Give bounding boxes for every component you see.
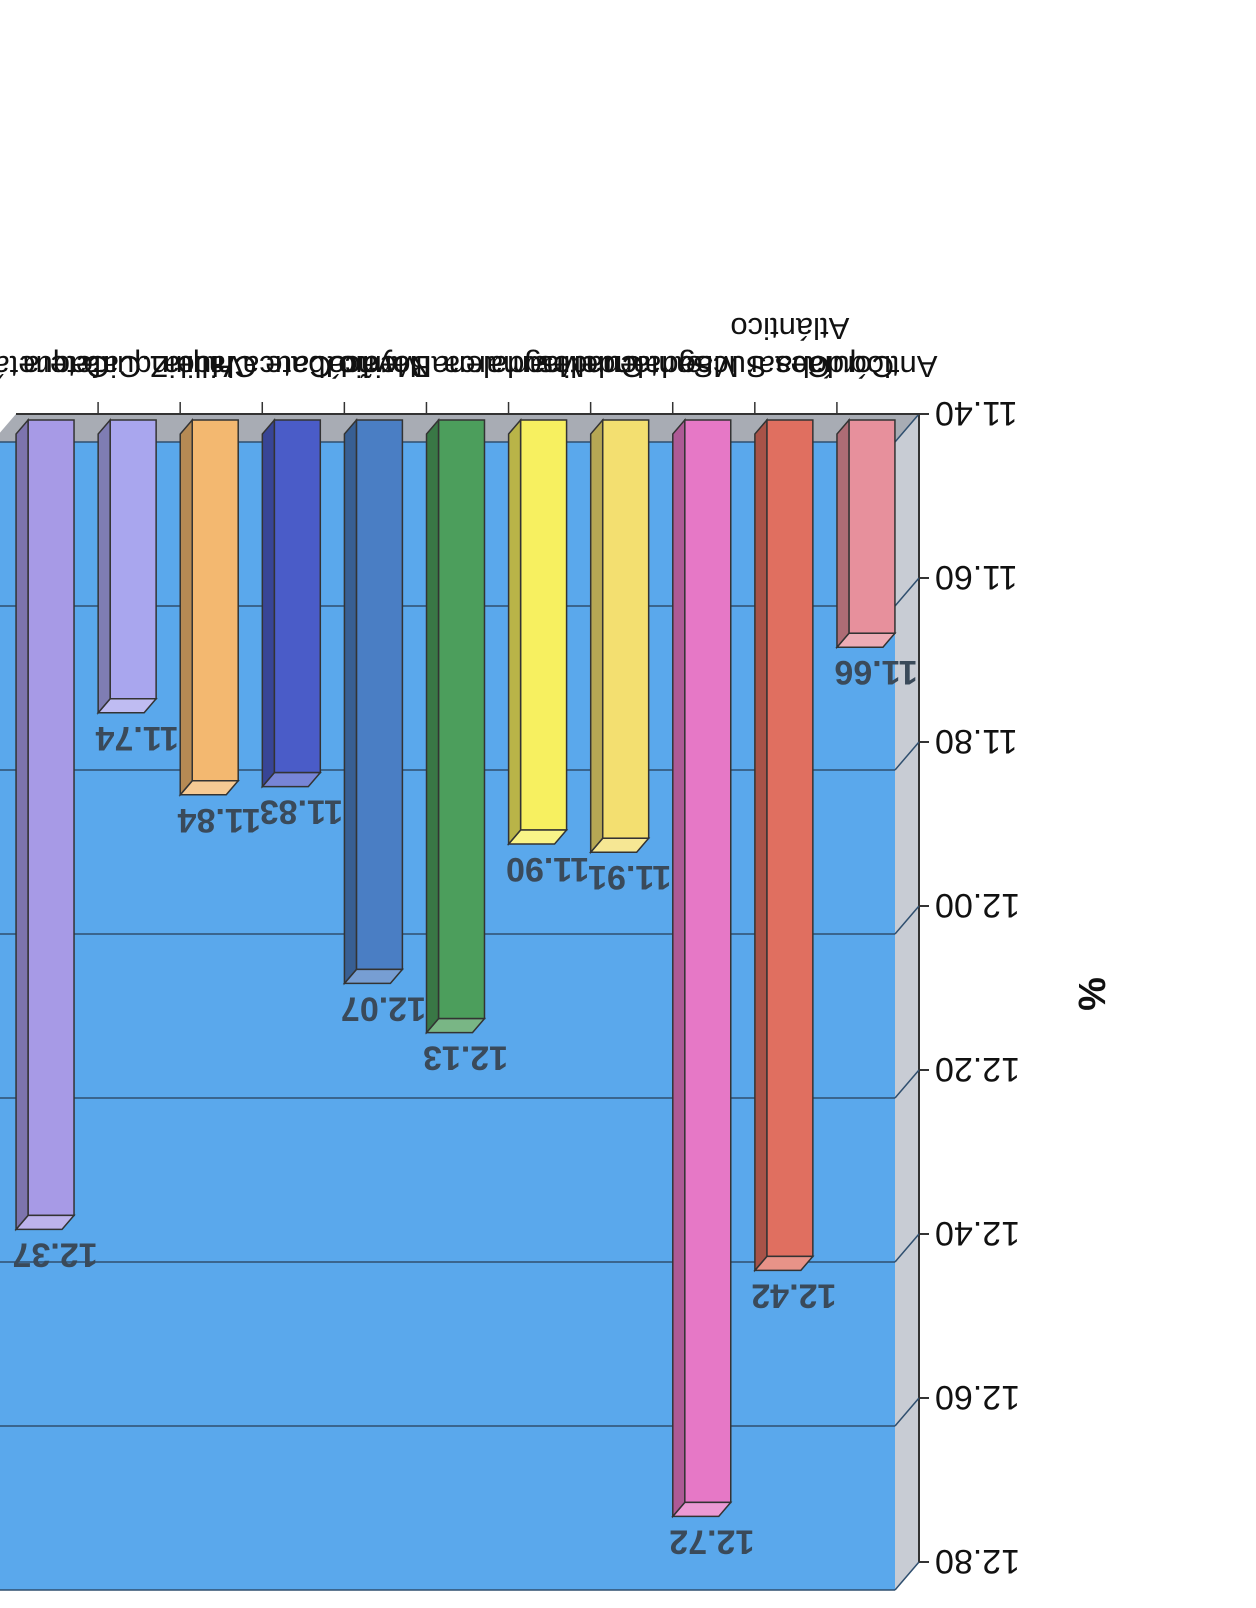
y-tick-label: 12.20 <box>935 1050 1020 1088</box>
bar-front <box>355 419 404 971</box>
gridline-side <box>894 1233 920 1263</box>
bar-front <box>191 419 239 782</box>
gridline-side <box>894 1561 920 1591</box>
y-tick-label: 12.00 <box>935 886 1020 924</box>
value-label: 11.83 <box>260 793 343 831</box>
bar <box>671 417 733 1519</box>
category-label: Nariño Cauca Huila <box>162 349 432 384</box>
bar <box>753 417 815 1273</box>
value-label: 11.90 <box>506 850 589 888</box>
bar-side <box>425 417 440 1035</box>
bar-side <box>15 417 29 1232</box>
category-label: Ubate Chiquinquira <box>82 349 348 384</box>
value-label: 12.42 <box>751 1276 836 1314</box>
bar-front <box>848 419 896 634</box>
value-label: 12.13 <box>423 1039 508 1077</box>
category-label: Valle Z.Cafetera <box>22 349 244 384</box>
category-label: Antioquía <box>806 349 938 384</box>
bar-front <box>27 419 75 1217</box>
category-label-line: Magdalena Medio <box>338 349 584 384</box>
category-label-line: Cesar Magdalena <box>585 349 830 384</box>
gridline-side <box>894 577 920 607</box>
gridline-side <box>894 413 920 443</box>
bar <box>178 417 240 797</box>
gridline-side <box>894 905 920 935</box>
gridline-side <box>894 1397 920 1427</box>
bar <box>589 417 651 855</box>
value-label: 12.07 <box>341 989 426 1027</box>
bar-side <box>179 417 193 797</box>
category-label-line: Santanderes <box>538 349 714 384</box>
y-tick-label: 11.60 <box>935 558 1018 596</box>
bar <box>14 417 76 1232</box>
category-label: Caquetá <box>0 349 110 384</box>
y-tick-label: 11.80 <box>935 722 1018 760</box>
bar-side <box>507 417 522 847</box>
bar-front <box>437 419 486 1020</box>
category-label-line: Nariño Cauca Huila <box>162 349 432 384</box>
category-label-line: Caquetá <box>0 349 110 384</box>
bar-front <box>109 419 157 700</box>
category-label: Cesar Magdalena <box>585 349 830 384</box>
bar-front <box>519 419 568 831</box>
bar <box>506 417 569 847</box>
value-label: 11.91 <box>588 858 671 896</box>
category-label-line: Ubate Chiquinquira <box>82 349 348 384</box>
value-label: 11.74 <box>95 719 178 757</box>
bar <box>96 417 158 715</box>
bar-front <box>273 419 322 774</box>
value-label: 11.84 <box>178 801 261 839</box>
gridline-side <box>894 741 920 771</box>
bar-side <box>343 417 358 986</box>
category-label: Santanderes <box>538 349 714 384</box>
bar-front <box>766 419 814 1258</box>
bar <box>342 417 405 986</box>
category-label: Boyacá <box>327 349 431 384</box>
category-label-line: Cundinamarca <box>442 349 644 384</box>
category-label: Magdalena Medio <box>338 349 584 384</box>
category-label-line: Antioquía <box>806 349 938 384</box>
category-label-line: Boyacá <box>327 349 431 384</box>
bar-side <box>754 417 768 1273</box>
bar-front <box>601 419 650 839</box>
value-label: 11.66 <box>834 653 917 691</box>
bar-side <box>589 417 604 855</box>
category-label-line: Valle Z.Cafetera <box>22 349 244 384</box>
category-label: Córdoba SucreAtlántico <box>686 311 895 384</box>
value-label: 12.37 <box>12 1235 97 1273</box>
bar-side <box>261 417 276 789</box>
y-tick-label: 11.40 <box>935 394 1018 432</box>
bar-side <box>97 417 111 715</box>
plot-side-wall <box>895 414 919 1590</box>
bar <box>260 417 322 789</box>
bar-front <box>684 419 732 1504</box>
y-tick-label: 12.80 <box>935 1542 1020 1580</box>
value-label: 12.72 <box>669 1522 754 1560</box>
gridline-side <box>894 1069 920 1099</box>
y-tick-label: 12.60 <box>935 1378 1020 1416</box>
category-label: Cundinamarca <box>442 349 644 384</box>
category-label-line: Atlántico <box>730 311 849 346</box>
bar <box>835 417 897 650</box>
y-axis-title: % <box>1070 977 1112 1011</box>
bar-side <box>836 417 850 650</box>
bar-side <box>672 417 686 1519</box>
y-tick-label: 12.40 <box>935 1214 1020 1252</box>
bar <box>424 417 487 1035</box>
category-label-line: Córdoba Sucre <box>686 349 895 384</box>
